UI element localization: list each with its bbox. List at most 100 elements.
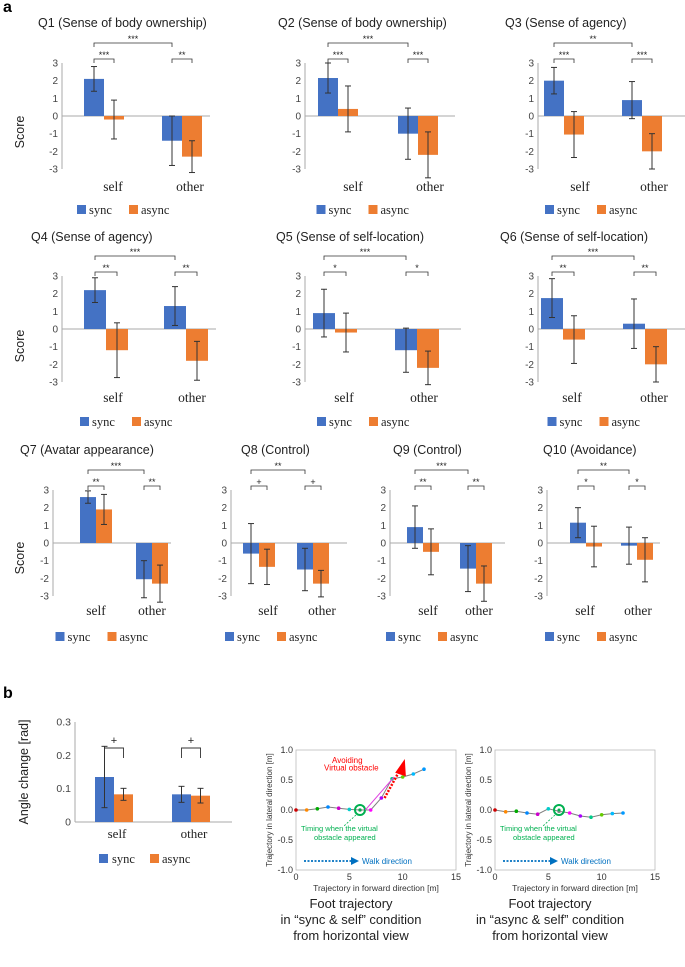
- caption-line: in “sync & self” condition: [281, 912, 422, 927]
- category-label: self: [103, 179, 123, 194]
- significance-bracket: [414, 485, 432, 490]
- legend-label-sync: sync: [557, 203, 580, 217]
- x-axis-label: Trajectory in forward direction [m]: [313, 883, 439, 893]
- y-tick-label: 0: [221, 539, 227, 550]
- category-label: other: [308, 603, 336, 618]
- y-tick-label: 2: [221, 503, 227, 514]
- category-label: self: [86, 603, 106, 618]
- y-tick-label: -3: [40, 592, 49, 603]
- significance-bracket-main: [327, 42, 409, 47]
- legend-label-sync: sync: [557, 630, 580, 644]
- significance-label: +: [188, 735, 194, 747]
- trajectory-point: [610, 811, 615, 816]
- y-tick-label: 1: [528, 307, 534, 318]
- chart-title: Q4 (Sense of agency): [31, 230, 153, 244]
- chart-title: Q8 (Control): [241, 443, 310, 457]
- y-tick-label: -2: [534, 574, 543, 585]
- legend-label-sync: sync: [92, 415, 115, 429]
- trajectory-point: [422, 767, 426, 771]
- trajectory-point: [535, 812, 540, 816]
- significance-label: *: [635, 477, 639, 487]
- significance-bracket: [181, 747, 201, 758]
- legend-swatch-async: [368, 205, 378, 214]
- significance-bracket: [304, 485, 322, 490]
- y-tick-label: 0: [65, 817, 71, 829]
- bar-chart-q1: Q1 (Sense of body ownership) Score 3 2 1 0 -1 -…: [13, 16, 210, 217]
- chart-title: Q1 (Sense of body ownership): [38, 16, 207, 30]
- x-tick-label: 10: [597, 872, 607, 882]
- y-tick-label: -2: [525, 147, 534, 158]
- y-tick-label: 1: [295, 307, 301, 318]
- legend-swatch-async: [369, 417, 378, 426]
- bar-chart-q8: Q8 (Control) 3 2 1 0 -1 -2 -3 self other + + ** sync a…: [218, 443, 347, 644]
- significance-label: **: [641, 263, 649, 273]
- timing-annotation: Timing when the virtual: [301, 824, 378, 833]
- significance-bracket-main: [553, 42, 633, 47]
- legend-label-async: async: [141, 203, 170, 217]
- y-tick-label: 3: [221, 486, 227, 497]
- chart-title: Q6 (Sense of self-location): [500, 230, 648, 244]
- y-tick-label: -2: [49, 360, 58, 371]
- y-tick-label: 0.1: [56, 783, 71, 795]
- y-tick-label: -1: [534, 556, 543, 567]
- y-tick-label: 1: [295, 94, 301, 105]
- y-tick-label: -1: [292, 342, 301, 353]
- y-tick-label: 2: [52, 289, 58, 300]
- walk-direction-arrowhead: [550, 857, 558, 865]
- x-tick-label: 0: [293, 872, 298, 882]
- trajectory-point: [315, 807, 320, 811]
- y-tick-label: 2: [52, 76, 58, 87]
- category-label: self: [103, 390, 123, 405]
- significance-label-main: ***: [436, 461, 447, 471]
- y-tick-label: -1: [525, 129, 534, 140]
- y-tick-label: 2: [43, 503, 49, 514]
- virtual-obstacle-marker: [354, 804, 366, 816]
- bar-sync-self: [84, 78, 104, 116]
- trajectory-point: [411, 772, 416, 776]
- y-tick-label: -3: [49, 165, 58, 176]
- chart-title: Q9 (Control): [393, 443, 462, 457]
- significance-bracket-main: [250, 469, 306, 474]
- category-label: other: [410, 390, 438, 405]
- legend-swatch-async: [438, 632, 447, 641]
- legend-swatch-sync: [545, 632, 554, 641]
- y-tick-label: 1: [43, 521, 49, 532]
- significance-label: ***: [637, 50, 648, 60]
- legend-swatch-sync: [386, 632, 395, 641]
- legend-swatch-async: [597, 632, 606, 641]
- y-tick-label: -1: [292, 129, 301, 140]
- y-tick-label: 0: [528, 325, 534, 336]
- significance-label: ***: [559, 50, 570, 60]
- y-tick-label: 0: [295, 325, 301, 336]
- legend-swatch-sync: [77, 205, 86, 214]
- x-tick-label: 10: [398, 872, 408, 882]
- y-tick-label: 1: [221, 521, 227, 532]
- trajectory-point: [493, 808, 497, 812]
- y-tick-label: 3: [52, 59, 58, 70]
- significance-label: **: [148, 477, 156, 487]
- y-tick-label: -2: [377, 574, 386, 585]
- trajectory-point: [379, 796, 384, 800]
- trajectory-chart-async-self: 1.0 0.5 0.0 -0.5 -1.00 5 10 15 Trajectory in for…: [464, 745, 660, 943]
- bar-chart-q5: Q5 (Sense of self-location) 3 2 1 0 -1 -2 -3 sel…: [276, 230, 461, 429]
- bar-chart-q3: Q3 (Sense of agency) 3 2 1 0 -1 -2 -3 self other *…: [505, 16, 685, 217]
- avoid-annotation: Avoiding: [332, 756, 363, 765]
- y-tick-label: -3: [377, 592, 386, 603]
- significance-label: **: [182, 263, 190, 273]
- significance-label: ***: [333, 50, 344, 60]
- trajectory-point: [621, 811, 625, 815]
- significance-bracket: [323, 271, 347, 276]
- significance-label: +: [256, 477, 261, 487]
- significance-label: *: [584, 477, 588, 487]
- significance-bracket-main: [414, 469, 469, 474]
- y-tick-label: 2: [295, 289, 301, 300]
- legend-swatch-async: [150, 854, 159, 863]
- y-tick-label: -1: [525, 342, 534, 353]
- category-label: other: [178, 390, 206, 405]
- category-label: other: [138, 603, 166, 618]
- bar-sync-self: [80, 497, 96, 543]
- significance-label-main: ***: [363, 34, 374, 44]
- y-tick-label: 1.0: [479, 745, 492, 755]
- legend-label-sync: sync: [89, 203, 112, 217]
- y-tick-label: -3: [292, 378, 301, 389]
